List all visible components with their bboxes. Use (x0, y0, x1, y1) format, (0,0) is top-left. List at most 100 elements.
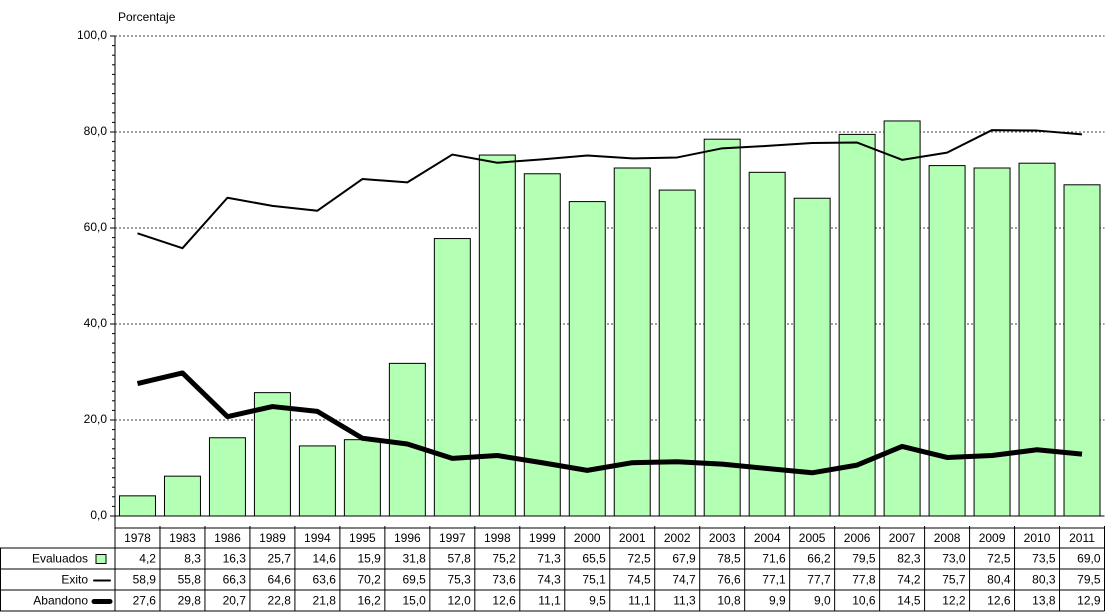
bar (883, 120, 921, 517)
data-label: 11,1 (628, 594, 651, 608)
data-label: 77,8 (852, 573, 876, 587)
bar (343, 439, 381, 517)
data-label: 80,4 (987, 573, 1011, 587)
x-tick-label: 1997 (439, 531, 466, 545)
data-label: 71,6 (762, 552, 786, 566)
data-label: 79,5 (852, 552, 876, 566)
data-label: 22,8 (268, 594, 292, 608)
data-label: 27,6 (133, 594, 157, 608)
x-tick-label: 2005 (799, 531, 826, 545)
data-label: 74,3 (537, 573, 561, 587)
data-label: 69,5 (402, 573, 426, 587)
legend-label: Abandono (33, 594, 88, 608)
data-label: 9,0 (814, 594, 831, 608)
data-label: 21,8 (313, 594, 337, 608)
data-label: 31,8 (402, 552, 426, 566)
data-label: 8,3 (184, 552, 201, 566)
x-tick-label: 1998 (484, 531, 511, 545)
data-label: 12,0 (447, 594, 471, 608)
data-label: 9,5 (589, 594, 606, 608)
y-tick-label: 20,0 (84, 412, 108, 426)
bar (658, 189, 696, 517)
data-label: 25,7 (268, 552, 292, 566)
data-label: 12,2 (942, 594, 966, 608)
x-tick-label: 1994 (304, 531, 331, 545)
data-label: 70,2 (358, 573, 382, 587)
x-tick-label: 1999 (529, 531, 556, 545)
x-tick-label: 2006 (844, 531, 871, 545)
bar (928, 165, 966, 517)
data-label: 15,9 (358, 552, 382, 566)
data-label: 15,0 (402, 594, 426, 608)
data-label: 29,8 (178, 594, 202, 608)
data-label: 71,3 (537, 552, 561, 566)
data-label: 58,9 (133, 573, 157, 587)
bar (568, 201, 606, 517)
data-label: 10,8 (717, 594, 741, 608)
data-label: 12,9 (1077, 594, 1101, 608)
data-label: 78,5 (717, 552, 741, 566)
x-tick-label: 2000 (574, 531, 601, 545)
data-label: 74,5 (627, 573, 651, 587)
bar (433, 238, 471, 517)
y-tick-label: 0,0 (90, 508, 107, 522)
data-label: 73,5 (1032, 552, 1056, 566)
data-label: 77,7 (807, 573, 831, 587)
data-label: 74,7 (672, 573, 696, 587)
bar (388, 362, 426, 517)
x-tick-label: 1986 (214, 531, 241, 545)
bar (478, 154, 516, 517)
x-tick-label: 1995 (349, 531, 376, 545)
x-tick-label: 1989 (259, 531, 286, 545)
data-label: 67,9 (672, 552, 696, 566)
bar (1018, 162, 1056, 517)
data-label: 16,2 (358, 594, 382, 608)
data-label: 4,2 (139, 552, 156, 566)
x-tick-label: 2008 (934, 531, 961, 545)
x-tick-label: 1996 (394, 531, 421, 545)
bar (613, 167, 651, 517)
legend-key (95, 554, 107, 564)
bar (748, 171, 786, 517)
x-tick-label: 2010 (1024, 531, 1051, 545)
y-tick-label: 60,0 (84, 220, 108, 234)
bar (973, 167, 1011, 517)
x-tick-label: 2004 (754, 531, 781, 545)
bar (1063, 184, 1101, 517)
bar (163, 475, 201, 517)
data-label: 73,6 (492, 573, 516, 587)
legend-label: Exito (61, 573, 88, 587)
data-label: 10,6 (852, 594, 876, 608)
data-label: 55,8 (178, 573, 202, 587)
data-label: 79,5 (1077, 573, 1101, 587)
y-axis-label: Porcentaje (118, 10, 176, 24)
data-label: 75,7 (942, 573, 966, 587)
data-label: 12,6 (987, 594, 1011, 608)
x-tick-label: 1983 (169, 531, 196, 545)
data-label: 66,2 (807, 552, 831, 566)
x-tick-label: 2011 (1069, 531, 1095, 545)
bar (208, 437, 246, 517)
data-label: 65,5 (582, 552, 606, 566)
data-label: 75,2 (492, 552, 516, 566)
data-label: 11,1 (538, 594, 561, 608)
line (137, 129, 1083, 250)
x-tick-label: 2002 (664, 531, 691, 545)
y-tick-label: 80,0 (84, 124, 108, 138)
data-label: 11,3 (673, 594, 696, 608)
x-tick-label: 2009 (979, 531, 1006, 545)
data-label: 72,5 (627, 552, 651, 566)
data-label: 73,0 (942, 552, 966, 566)
bar (838, 133, 876, 517)
data-label: 12,6 (492, 594, 516, 608)
bar (118, 495, 156, 517)
bar (253, 392, 291, 517)
data-label: 9,9 (769, 594, 786, 608)
data-label: 77,1 (762, 573, 786, 587)
x-tick-label: 2007 (889, 531, 916, 545)
data-label: 74,2 (897, 573, 921, 587)
x-tick-label: 1978 (124, 531, 151, 545)
data-label: 14,6 (313, 552, 337, 566)
data-label: 75,1 (582, 573, 606, 587)
